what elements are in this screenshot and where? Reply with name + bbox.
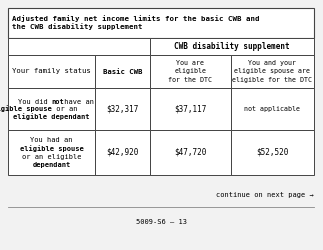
Bar xyxy=(231,88,314,130)
Text: $47,720: $47,720 xyxy=(174,148,207,157)
Text: or an: or an xyxy=(51,106,77,112)
Text: the CWB disability supplement: the CWB disability supplement xyxy=(12,24,142,30)
Text: eligible spouse: eligible spouse xyxy=(20,145,83,152)
Text: $52,520: $52,520 xyxy=(256,148,289,157)
Bar xyxy=(95,55,150,88)
Text: 5009-S6 – 13: 5009-S6 – 13 xyxy=(136,219,186,225)
Text: You and your
eligible spouse are
eligible for the DTC: You and your eligible spouse are eligibl… xyxy=(233,60,312,83)
Bar xyxy=(150,38,314,55)
Bar xyxy=(231,130,314,175)
Bar xyxy=(8,8,314,38)
Text: dependant: dependant xyxy=(32,162,71,168)
Bar xyxy=(150,88,231,130)
Text: CWB disability supplement: CWB disability supplement xyxy=(174,42,290,51)
Bar xyxy=(95,88,150,130)
Text: $32,317: $32,317 xyxy=(106,104,139,114)
Text: or an eligible: or an eligible xyxy=(22,154,81,160)
Bar xyxy=(95,130,150,175)
Bar xyxy=(8,55,95,88)
Bar xyxy=(8,88,95,130)
Text: not: not xyxy=(51,98,64,104)
Text: have an: have an xyxy=(60,98,94,104)
Text: You had an: You had an xyxy=(30,138,73,143)
Text: eligible spouse: eligible spouse xyxy=(0,106,51,112)
Text: Basic CWB: Basic CWB xyxy=(103,68,142,74)
Text: You are
eligible
for the DTC: You are eligible for the DTC xyxy=(169,60,213,83)
Text: not applicable: not applicable xyxy=(245,106,300,112)
Text: $42,920: $42,920 xyxy=(106,148,139,157)
Bar xyxy=(150,130,231,175)
Bar xyxy=(150,55,231,88)
Text: You did: You did xyxy=(17,98,51,104)
Bar xyxy=(8,38,150,55)
Bar xyxy=(8,130,95,175)
Text: Adjusted family net income limits for the basic CWB and: Adjusted family net income limits for th… xyxy=(12,16,259,22)
Text: Your family status: Your family status xyxy=(12,68,91,74)
Text: eligible dependant: eligible dependant xyxy=(13,113,90,120)
Text: continue on next page →: continue on next page → xyxy=(216,192,314,198)
Bar xyxy=(231,55,314,88)
Text: $37,117: $37,117 xyxy=(174,104,207,114)
